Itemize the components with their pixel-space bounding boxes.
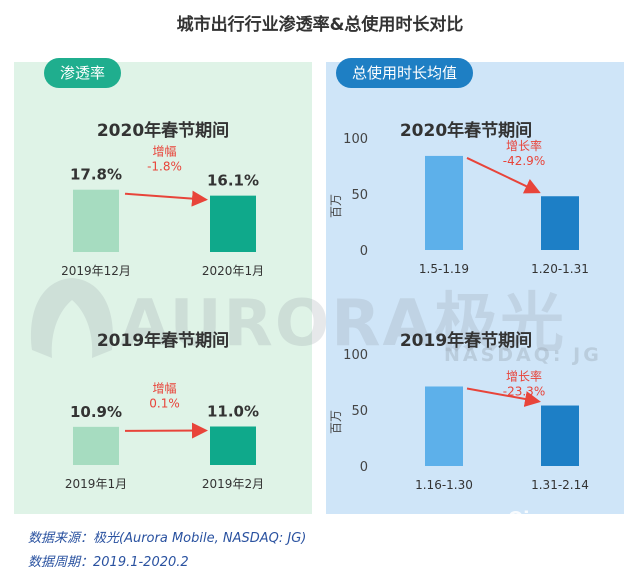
aurora-watermark: AURORA极光 xyxy=(120,287,567,361)
category-label: 1.16-1.30 xyxy=(415,478,473,492)
category-label: 2019年2月 xyxy=(202,477,264,491)
category-label: 2020年1月 xyxy=(202,264,264,278)
category-label: 2019年12月 xyxy=(61,264,131,278)
category-label: 1.20-1.31 xyxy=(531,262,589,276)
bar xyxy=(210,426,256,465)
data-label: 11.0% xyxy=(207,403,259,421)
chart-title: 2020年春节期间 xyxy=(400,120,532,141)
y-tick-label: 0 xyxy=(360,460,368,475)
change-label: 增幅 xyxy=(152,381,176,396)
y-tick-label: 50 xyxy=(351,404,368,419)
bar xyxy=(73,189,119,252)
y-axis-label: 百万 xyxy=(329,194,343,218)
y-axis-label: 百万 xyxy=(329,410,343,434)
change-label: 增长率 xyxy=(506,138,542,153)
bar xyxy=(73,426,119,465)
change-value: -42.9% xyxy=(503,154,545,168)
category-label: 1.5-1.19 xyxy=(419,262,469,276)
change-value: -1.8% xyxy=(147,160,182,174)
change-label: 增幅 xyxy=(152,144,176,159)
bar xyxy=(541,405,579,466)
corner-logo: Qingua xyxy=(508,508,581,529)
nasdaq-watermark: NASDAQ: JG xyxy=(444,344,602,366)
change-value: 0.1% xyxy=(149,397,180,411)
page-title: 城市出行行业渗透率&总使用时长对比 xyxy=(176,15,464,35)
chart-title: 2019年春节期间 xyxy=(97,330,229,351)
data-source-note: 数据来源：极光(Aurora Mobile, NASDAQ: JG) xyxy=(28,531,307,546)
data-label: 16.1% xyxy=(207,172,259,190)
y-tick-label: 100 xyxy=(343,348,368,363)
y-tick-label: 0 xyxy=(360,244,368,259)
category-label: 2019年1月 xyxy=(65,477,127,491)
data-period-note: 数据周期：2019.1-2020.2 xyxy=(28,555,189,570)
penetration-panel xyxy=(14,62,312,514)
change-arrow xyxy=(124,190,208,207)
bar xyxy=(541,196,579,250)
bar xyxy=(425,155,463,250)
y-tick-label: 100 xyxy=(343,132,368,147)
data-label: 17.8% xyxy=(70,166,122,184)
change-value: -23.3% xyxy=(503,384,545,398)
change-label: 增长率 xyxy=(506,368,542,383)
usage-duration-tab: 总使用时长均值 xyxy=(336,58,474,88)
bar xyxy=(210,195,256,252)
data-label: 10.9% xyxy=(70,403,122,421)
change-arrow xyxy=(466,387,541,407)
category-label: 1.31-2.14 xyxy=(531,478,589,492)
chart-title: 2019年春节期间 xyxy=(400,330,532,351)
chart-title: 2020年春节期间 xyxy=(97,120,229,141)
change-arrow xyxy=(466,157,541,194)
penetration-tab: 渗透率 xyxy=(44,58,122,88)
bar xyxy=(425,386,463,466)
y-tick-label: 50 xyxy=(351,188,368,203)
aurora-logo-watermark-icon xyxy=(31,278,113,358)
